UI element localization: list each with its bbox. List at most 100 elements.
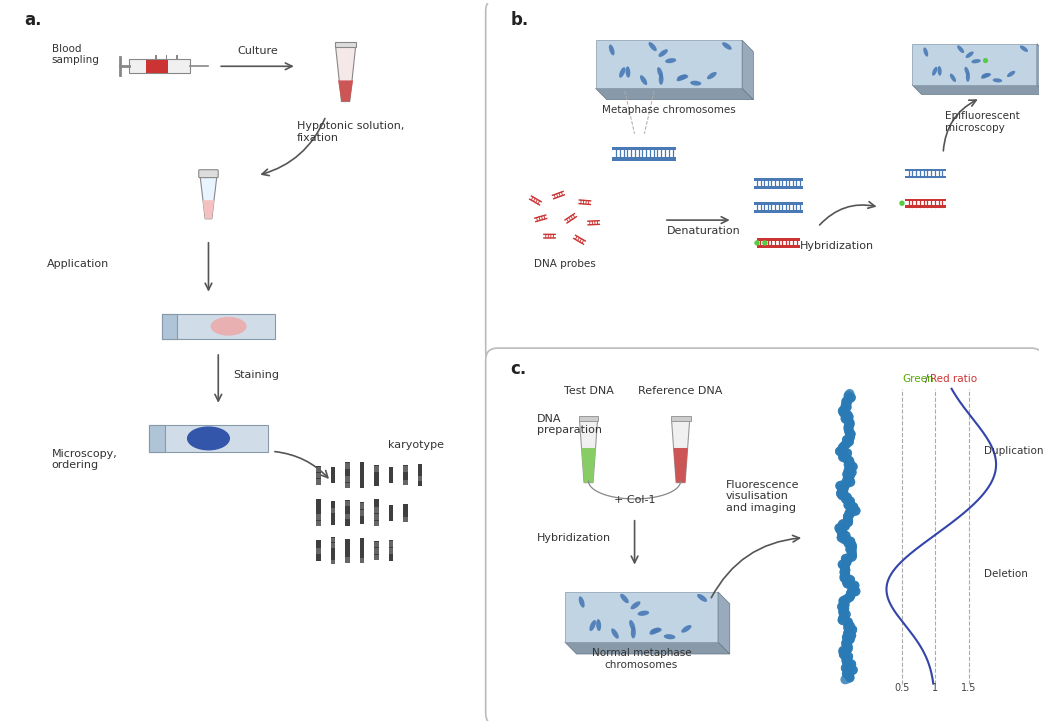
Ellipse shape [677, 75, 689, 80]
Point [754, 242, 767, 251]
Point [566, 216, 579, 224]
Ellipse shape [650, 628, 660, 635]
Point [751, 183, 764, 192]
Ellipse shape [983, 58, 988, 63]
Text: 0.5: 0.5 [894, 683, 910, 694]
Bar [551, 190, 564, 196]
Polygon shape [339, 80, 353, 101]
Bar [345, 557, 349, 563]
Polygon shape [203, 201, 215, 219]
Point [762, 199, 774, 208]
Bar [334, 41, 357, 46]
Ellipse shape [640, 75, 647, 85]
Point [758, 235, 770, 244]
Text: Epifluorescent
microscopy: Epifluorescent microscopy [945, 111, 1020, 132]
Ellipse shape [899, 201, 905, 206]
Point [751, 199, 764, 208]
FancyBboxPatch shape [486, 0, 1043, 364]
Point [786, 207, 799, 216]
Polygon shape [581, 448, 596, 483]
Text: b.: b. [510, 11, 528, 29]
Text: c.: c. [510, 360, 527, 378]
Point [651, 154, 663, 163]
Polygon shape [1037, 44, 1046, 94]
Bar [345, 539, 349, 563]
Ellipse shape [966, 51, 973, 58]
Bar [587, 220, 600, 222]
Bar [331, 536, 335, 564]
Point [936, 166, 949, 174]
Point [758, 242, 770, 251]
Ellipse shape [579, 597, 585, 607]
Bar [316, 521, 321, 526]
Point [765, 183, 778, 192]
Polygon shape [912, 44, 1037, 85]
Ellipse shape [950, 74, 956, 82]
Point [636, 154, 649, 163]
Point [578, 196, 590, 205]
Point [618, 154, 631, 163]
Bar [345, 500, 349, 526]
Point [780, 235, 792, 244]
Bar [753, 210, 803, 213]
Point [633, 154, 645, 163]
Bar [316, 466, 321, 484]
Point [542, 230, 554, 239]
Point [786, 175, 799, 184]
Ellipse shape [665, 58, 676, 63]
Ellipse shape [649, 42, 657, 51]
Line: 2 pts: 2 pts [582, 240, 584, 243]
Bar [905, 206, 946, 208]
Bar [388, 542, 394, 547]
Point [790, 183, 803, 192]
Point [582, 200, 595, 209]
Point [772, 207, 785, 216]
Point [765, 242, 778, 251]
Point [787, 235, 800, 244]
Bar [375, 507, 379, 513]
Point [628, 154, 641, 163]
Point [754, 175, 767, 184]
Point [574, 200, 587, 209]
Line: 2 pts: 2 pts [568, 217, 570, 221]
Ellipse shape [187, 426, 230, 450]
Ellipse shape [658, 49, 668, 57]
Point [936, 172, 949, 181]
Point [535, 212, 548, 221]
Point [633, 144, 645, 153]
Bar [905, 176, 946, 178]
Point [583, 220, 596, 229]
Point [794, 207, 806, 216]
Point [917, 195, 930, 204]
Ellipse shape [965, 67, 969, 76]
Point [568, 212, 581, 221]
FancyBboxPatch shape [0, 0, 497, 724]
Bar [579, 199, 591, 201]
Point [783, 235, 796, 244]
Point [783, 183, 796, 192]
Point [578, 200, 590, 209]
Bar [388, 505, 394, 521]
Polygon shape [742, 41, 753, 100]
Point [530, 212, 543, 221]
Text: a.: a. [24, 11, 42, 29]
Line: 2 pts: 2 pts [578, 237, 580, 240]
Point [772, 175, 785, 184]
Point [772, 199, 785, 208]
Point [577, 234, 589, 243]
Polygon shape [912, 85, 1046, 94]
Bar [360, 502, 364, 523]
Point [580, 200, 592, 209]
Text: Green: Green [902, 374, 933, 384]
Point [758, 207, 770, 216]
Text: Normal metaphase
chromosomes: Normal metaphase chromosomes [591, 648, 691, 670]
Text: karyotype: karyotype [388, 440, 444, 450]
Point [618, 144, 631, 153]
Line: 2 pts: 2 pts [562, 192, 563, 195]
Ellipse shape [596, 619, 601, 631]
Bar [756, 245, 801, 248]
Bar [530, 195, 542, 203]
Point [790, 199, 803, 208]
Bar [331, 467, 335, 483]
Text: + Col-1: + Col-1 [614, 495, 655, 505]
